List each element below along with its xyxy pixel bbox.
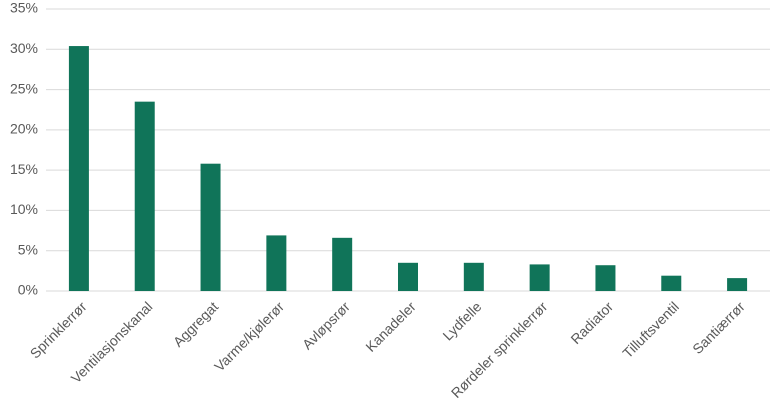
y-tick-label: 0% xyxy=(18,282,38,298)
bar xyxy=(266,235,287,291)
bar xyxy=(332,237,353,291)
y-tick-label: 35% xyxy=(10,0,38,16)
x-tick-label: Santiærrør xyxy=(689,298,748,357)
y-tick-label: 15% xyxy=(10,161,38,177)
bar xyxy=(529,264,550,291)
bar xyxy=(398,262,418,291)
y-tick-label: 20% xyxy=(10,121,38,137)
bar xyxy=(661,275,682,291)
x-tick-label: Avløpsrør xyxy=(299,298,353,352)
bar xyxy=(134,101,155,292)
y-tick-label: 10% xyxy=(10,201,38,217)
bar xyxy=(68,46,89,291)
bar xyxy=(200,163,221,291)
x-tick-label: Varme/kjølerør xyxy=(211,298,287,374)
x-tick-label: Radiator xyxy=(567,298,616,347)
x-tick-label: Lydfelle xyxy=(439,298,484,343)
y-tick-label: 30% xyxy=(10,40,38,56)
bar xyxy=(463,262,484,291)
y-tick-label: 5% xyxy=(18,241,38,257)
x-tick-label: Kanadeler xyxy=(362,298,419,355)
bar xyxy=(727,278,748,291)
bar xyxy=(595,265,616,291)
x-tick-label: Sprinklerrør xyxy=(27,298,90,361)
y-tick-label: 25% xyxy=(10,80,38,96)
x-tick-label: Tilluftsventil xyxy=(619,298,682,361)
x-tick-label: Aggregat xyxy=(170,298,222,350)
